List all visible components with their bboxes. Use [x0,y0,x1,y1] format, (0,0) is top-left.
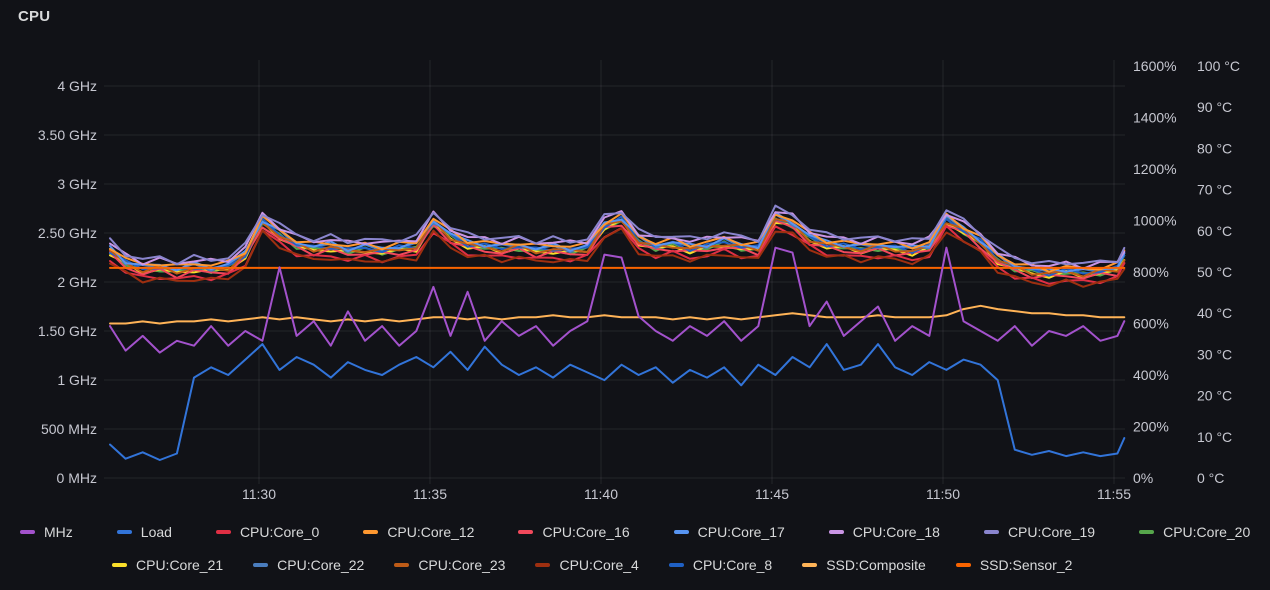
series-line-ssd-composite[interactable] [109,304,1126,325]
y-axis-tick-frequency: 1 GHz [57,372,97,388]
y-axis-tick-temperature: 30 °C [1197,346,1232,362]
legend-label: MHz [44,524,73,540]
legend-item-cpu-core-23[interactable]: CPU:Core_23 [394,557,505,573]
y-axis-tick-percent: 1600% [1133,58,1177,74]
legend-marker [253,563,269,567]
legend-marker [1139,530,1155,534]
y-axis-tick-temperature: 90 °C [1197,99,1232,115]
legend-marker [215,530,231,534]
legend-marker [802,563,818,567]
x-axis-tick: 11:30 [242,486,276,502]
legend-item-cpu-core-21[interactable]: CPU:Core_21 [112,557,223,573]
y-axis-tick-frequency: 3 GHz [57,176,97,192]
legend-marker [828,530,844,534]
y-axis-tick-frequency: 4 GHz [57,78,97,94]
x-axis-tick: 11:40 [584,486,618,502]
y-axis-tick-temperature: 0 °C [1197,470,1224,486]
legend-marker [20,530,35,534]
legend-item-cpu-core-8[interactable]: CPU:Core_8 [668,557,773,573]
legend-label: CPU:Core_12 [387,524,475,540]
y-axis-tick-frequency: 2 GHz [57,274,97,290]
legend-item-cpu-core-18[interactable]: CPU:Core_18 [828,524,940,540]
y-axis-tick-temperature: 40 °C [1197,305,1232,321]
y-axis-tick-percent: 1000% [1133,213,1177,229]
y-axis-tick-percent: 1400% [1133,110,1177,126]
legend-item-cpu-core-16[interactable]: CPU:Core_16 [518,524,630,540]
legend: MHz Load CPU:Core_0 CPU:Core_12 CPU:Core_16 C… [20,524,1262,573]
y-axis-tick-percent: 200% [1133,419,1169,435]
legend-marker [518,530,534,534]
legend-item-ssd-composite[interactable]: SSD:Composite [802,557,926,573]
legend-label: CPU:Core_23 [418,557,506,573]
legend-marker [673,530,689,534]
legend-marker [535,563,551,567]
y-axis-tick-percent: 1200% [1133,161,1177,177]
series-line-mhz[interactable] [109,246,1126,354]
y-axis-tick-temperature: 80 °C [1197,140,1232,156]
legend-label: Load [140,524,172,540]
legend-item-cpu-core-17[interactable]: CPU:Core_17 [673,524,785,540]
y-axis-tick-frequency: 1.50 GHz [38,323,97,339]
legend-label: CPU:Core_17 [697,524,785,540]
y-axis-tick-temperature: 60 °C [1197,223,1232,239]
series-line-cpu-core-19[interactable] [109,204,1126,266]
y-axis-tick-percent: 400% [1133,367,1169,383]
x-axis-tick: 11:35 [413,486,447,502]
y-axis-tick-frequency: 2.50 GHz [38,225,97,241]
legend-marker [955,563,971,567]
legend-item-cpu-core-19[interactable]: CPU:Core_19 [983,524,1096,540]
series-line-cpu-core-18[interactable] [109,210,1126,270]
legend-item-ssd-sensor-2[interactable]: SSD:Sensor_2 [955,557,1073,573]
y-axis-tick-temperature: 100 °C [1197,58,1240,74]
series-line-cpu-core-17[interactable] [109,211,1126,273]
x-axis-tick: 11:45 [755,486,789,502]
legend-label: CPU:Core_8 [692,557,773,573]
y-axis-tick-frequency: 500 MHz [41,421,97,437]
legend-row-1: MHz Load CPU:Core_0 CPU:Core_12 CPU:Core_16 C… [20,524,1262,540]
series-line-cpu-core-8[interactable] [109,215,1126,277]
legend-marker [363,530,379,534]
legend-label: SSD:Composite [826,557,926,573]
x-axis-tick: 11:50 [926,486,960,502]
legend-label: CPU:Core_20 [1163,524,1251,540]
legend-label: CPU:Core_0 [239,524,320,540]
legend-item-cpu-core-0[interactable]: CPU:Core_0 [215,524,320,540]
legend-item-load[interactable]: Load [116,524,172,540]
legend-item-cpu-core-20[interactable]: CPU:Core_20 [1139,524,1250,540]
y-axis-tick-percent: 800% [1133,264,1169,280]
chart-canvas[interactable]: 4 GHz 3.50 GHz 3 GHz 2.50 GHz 2 GHz 1.50 GHz 1… [0,0,1270,512]
legend-item-mhz[interactable]: MHz [20,524,73,540]
y-axis-tick-temperature: 70 °C [1197,182,1232,198]
legend-label: SSD:Sensor_2 [979,557,1073,573]
legend-label: CPU:Core_18 [852,524,940,540]
legend-label: CPU:Core_21 [136,557,224,573]
y-axis-tick-percent: 0% [1133,470,1153,486]
y-axis-tick-temperature: 20 °C [1197,388,1232,404]
legend-label: CPU:Core_22 [277,557,365,573]
panel-title[interactable]: CPU [18,8,51,25]
legend-marker [983,530,999,534]
legend-label: CPU:Core_4 [559,557,639,573]
legend-marker [116,530,132,534]
legend-marker [112,563,127,567]
legend-label: CPU:Core_19 [1007,524,1096,540]
y-axis-tick-temperature: 50 °C [1197,264,1232,280]
legend-item-cpu-core-22[interactable]: CPU:Core_22 [253,557,364,573]
legend-item-cpu-core-12[interactable]: CPU:Core_12 [363,524,474,540]
legend-marker [394,563,410,567]
legend-label: CPU:Core_16 [542,524,630,540]
x-axis-tick: 11:55 [1097,486,1131,502]
series-line-cpu-core-4[interactable] [109,227,1126,288]
y-axis-tick-percent: 600% [1133,316,1169,332]
y-axis-tick-frequency: 3.50 GHz [38,127,97,143]
legend-item-cpu-core-4[interactable]: CPU:Core_4 [535,557,639,573]
series-line-load[interactable] [109,343,1126,461]
legend-row-2: CPU:Core_21 CPU:Core_22 CPU:Core_23 CPU:Cor… [112,557,1262,573]
y-axis-tick-frequency: 0 MHz [57,470,97,486]
y-axis-tick-temperature: 10 °C [1197,429,1232,445]
legend-marker [668,563,684,567]
